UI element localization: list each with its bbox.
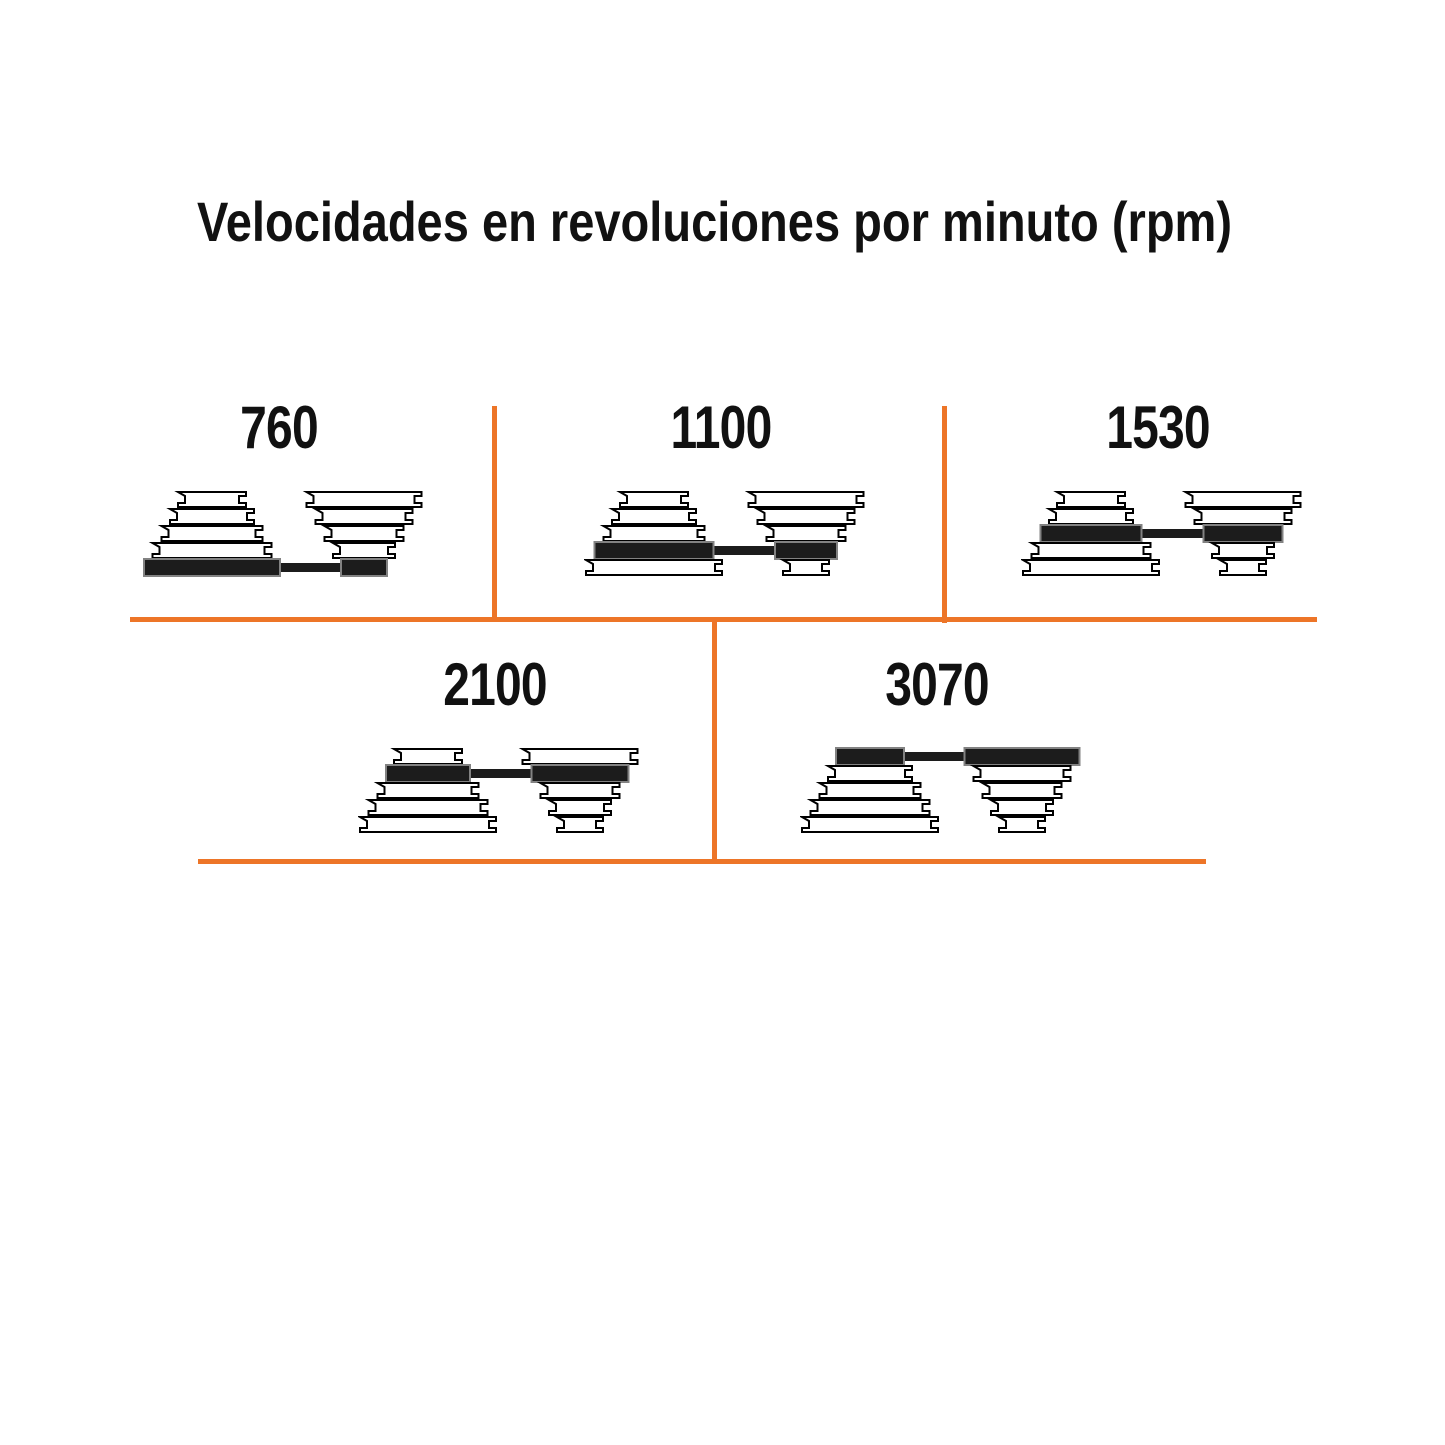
divider-line-vertical-3 <box>712 618 717 864</box>
speed-diagram-1100: 1100 <box>584 398 874 588</box>
speed-diagram-1530: 1530 <box>1021 398 1311 588</box>
rpm-value-label: 1100 <box>670 394 773 461</box>
rpm-value-label: 760 <box>240 394 318 461</box>
pulley-belt-illustration <box>584 491 865 576</box>
pulley-belt-illustration <box>800 747 1081 833</box>
page-title: Velocidades en revoluciones por minuto (… <box>196 190 1233 253</box>
rpm-value-label: 1530 <box>1106 394 1210 461</box>
rpm-value-label: 2100 <box>443 651 547 718</box>
pulley-belt-illustration <box>358 748 639 833</box>
speed-diagram-3070: 3070 <box>800 655 1090 845</box>
rpm-value-label: 3070 <box>885 651 989 718</box>
pulley-belt-illustration <box>143 491 423 577</box>
divider-line-horizontal-top <box>130 617 1317 622</box>
speed-diagram-2100: 2100 <box>358 655 648 845</box>
divider-line-horizontal-bottom <box>198 859 1206 864</box>
divider-line-vertical-2 <box>942 406 947 623</box>
pulley-belt-illustration <box>1021 491 1302 576</box>
speed-diagram-760: 760 <box>142 398 432 588</box>
divider-line-vertical-1 <box>492 406 497 620</box>
